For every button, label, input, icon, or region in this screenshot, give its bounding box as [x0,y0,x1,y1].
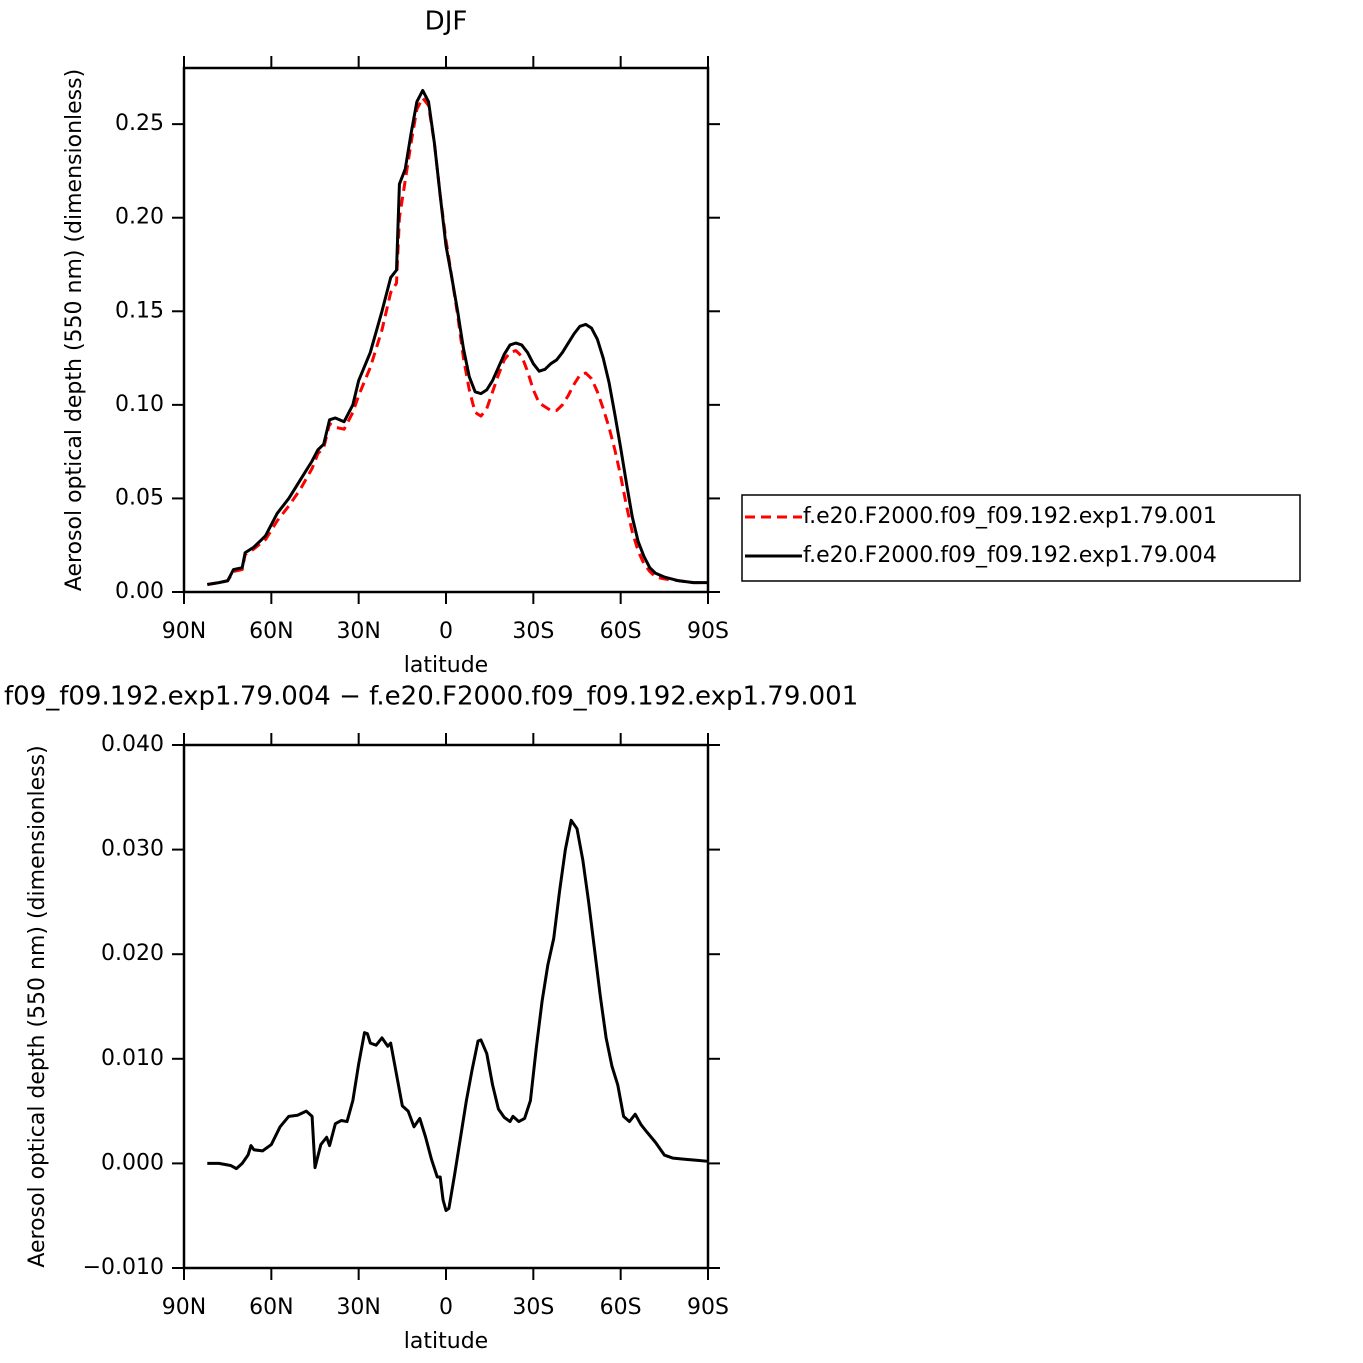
y-tick-label: 0.020 [101,941,164,966]
y-tick-label: 0.00 [115,579,164,604]
chart-title: DJF [425,7,468,37]
plot-frame [182,66,710,594]
x-tick-label: 90N [162,619,206,644]
legend-label: f.e20.F2000.f09_f09.192.exp1.79.001 [803,504,1217,529]
x-tick-label: 30S [512,1295,554,1320]
x-tick-label: 30N [336,619,380,644]
y-tick-label: 0.000 [101,1150,164,1175]
x-tick-label: 90N [162,1295,206,1320]
x-tick-label: 60N [249,1295,293,1320]
x-tick-label: 90S [687,619,729,644]
y-tick-label: −0.010 [83,1255,164,1280]
legend-label: f.e20.F2000.f09_f09.192.exp1.79.004 [803,543,1217,568]
y-tick-label: 0.030 [101,837,164,862]
x-tick-label: 30N [336,1295,380,1320]
x-tick-label: 0 [439,619,453,644]
x-tick-label: 0 [439,1295,453,1320]
y-axis-label: Aerosol optical depth (550 nm) (dimensio… [62,69,87,591]
x-axis-label: latitude [404,653,488,678]
y-axis-label: Aerosol optical depth (550 nm) (dimensio… [25,745,50,1267]
y-tick-label: 0.010 [101,1046,164,1071]
x-tick-label: 60S [600,619,642,644]
y-tick-label: 0.10 [115,392,164,417]
x-tick-label: 60S [600,1295,642,1320]
x-axis-label: latitude [404,1329,488,1354]
chart-title: f09_f09.192.exp1.79.004 − f.e20.F2000.f0… [4,682,858,712]
x-tick-label: 30S [512,619,554,644]
y-tick-label: 0.15 [115,298,164,323]
y-tick-label: 0.040 [101,732,164,757]
plot-frame [182,743,710,1270]
x-tick-label: 60N [249,619,293,644]
legend-box [741,494,1301,582]
y-tick-label: 0.05 [115,485,164,510]
x-tick-label: 90S [687,1295,729,1320]
data-line [207,96,708,586]
y-tick-label: 0.25 [115,111,164,136]
data-line [207,88,708,586]
y-tick-label: 0.20 [115,205,164,230]
data-line [207,818,709,1212]
